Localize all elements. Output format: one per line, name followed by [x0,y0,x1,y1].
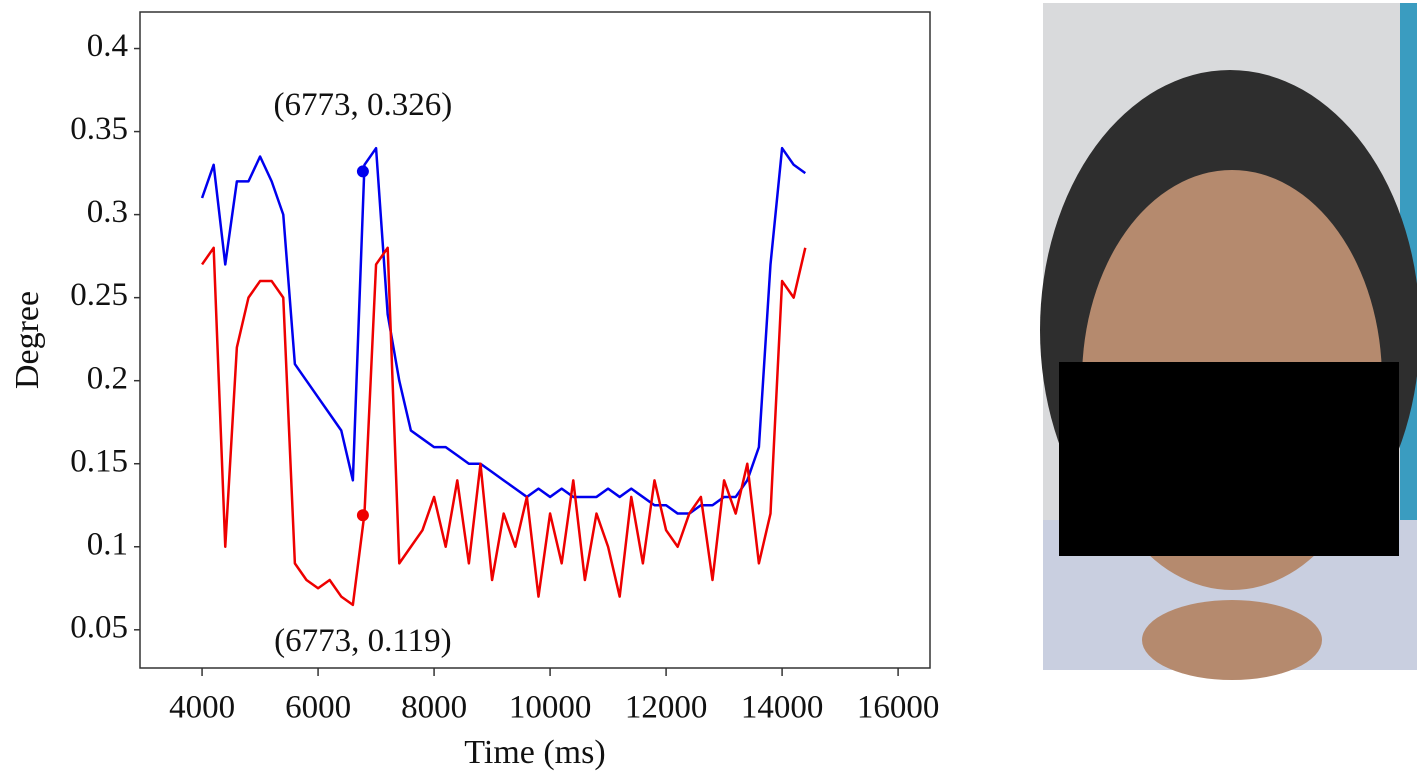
x-axis-title: Time (ms) [464,734,605,771]
x-tick-label: 8000 [401,690,467,726]
privacy-mask [1059,362,1399,556]
x-tick-label: 14000 [741,690,824,726]
series-line [200,146,807,515]
y-tick-label: 0.25 [70,277,128,313]
y-tick-label: 0.35 [70,111,128,147]
series-line [201,246,807,607]
y-tick-label: 0.05 [70,609,128,645]
y-tick-label: 0.4 [87,28,128,64]
photo [1040,3,1417,680]
annotation-point [356,509,369,522]
y-axis-title: Degree [9,291,46,389]
x-tick-label: 4000 [169,690,235,726]
x-tick-label: 6000 [285,690,351,726]
x-tick-label: 10000 [509,690,592,726]
y-tick-label: 0.15 [70,443,128,479]
neck [1142,600,1322,680]
annotation-label: (6773, 0.119) [274,623,452,659]
annotation-label: (6773, 0.326) [274,87,453,123]
y-tick-label: 0.2 [87,360,128,396]
y-tick-label: 0.1 [87,526,128,562]
x-tick-label: 16000 [857,690,940,726]
annotation-point [356,165,369,178]
y-tick-label: 0.3 [87,194,128,230]
x-tick-label: 12000 [625,690,708,726]
